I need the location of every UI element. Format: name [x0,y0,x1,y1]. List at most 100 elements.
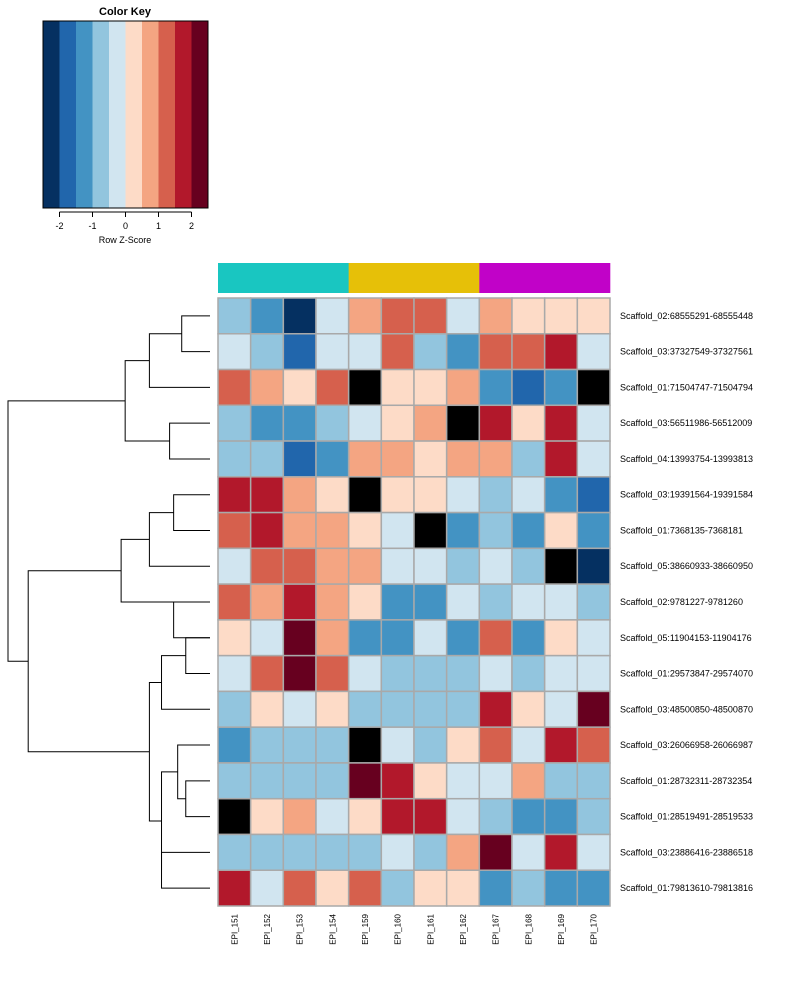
heatmap-cell [217,833,252,871]
heatmap-cell [347,404,383,442]
heatmap-cell [413,583,448,621]
row-label: Scaffold_01:7368135-7368181 [620,525,743,535]
heatmap-cell [511,833,546,871]
column-label: EPI_161 [426,913,435,944]
heatmap-cell [217,583,252,621]
heatmap-cell [282,619,317,657]
heatmap-cell [445,619,481,657]
heatmap-cell [282,869,317,907]
heatmap-cell [445,833,481,871]
heatmap-cell [315,833,350,871]
row-label: Scaffold_05:11904153-11904176 [620,633,752,643]
heatmap-cell [576,440,611,478]
heatmap-cell [576,797,611,836]
row-label: Scaffold_01:79813610-79813816 [620,883,753,893]
heatmap-cell [249,654,285,693]
heatmap-cell [413,726,448,764]
heatmap-cell [217,333,252,371]
heatmap-cell [511,797,546,836]
heatmap-cell [315,690,350,728]
heatmap-cell [413,547,448,585]
color-key-bin [175,21,192,208]
dendrogram-branch [7,400,126,662]
heatmap-cell [543,404,579,442]
row-label: Scaffold_02:68555291-68555448 [620,311,753,321]
heatmap-cell [543,797,579,836]
heatmap-cell [380,762,415,800]
dendrogram-branch [161,851,210,889]
heatmap-cell [347,797,383,836]
heatmap-cell [249,547,285,585]
heatmap-cell [445,654,481,693]
heatmap-cell [543,654,579,693]
heatmap-cell [315,404,350,442]
heatmap-cell [315,333,350,371]
heatmap-cell [445,368,481,407]
heatmap-cell [445,404,481,442]
heatmap-cell [282,833,317,871]
heatmap-cell [217,547,252,585]
heatmap-cell [249,797,285,836]
column-label: EPI_168 [524,913,533,944]
heatmap-cell [478,690,513,728]
heatmap-cell [576,583,611,621]
heatmap-cell [445,297,481,335]
heatmap-cell [315,511,350,550]
heatmap-cell [413,404,448,442]
heatmap-cell [282,511,317,550]
heatmap-cell [380,869,415,907]
color-key-bin [76,21,93,208]
heatmap-cell [511,333,546,371]
heatmap-cell [445,511,481,550]
heatmap-cell [315,762,350,800]
row-dendrogram [7,315,210,889]
dendrogram-branch [148,681,162,822]
column-group-swatch [479,263,611,293]
heatmap-cell [315,440,350,478]
heatmap-cell [217,440,252,478]
heatmap-cell [413,440,448,478]
heatmap-cell [511,440,546,478]
dendrogram-branch [161,771,178,871]
color-key-tick-label: -1 [88,221,96,231]
heatmap-cell [249,619,285,657]
color-key-bin [92,21,110,208]
heatmap-cell [249,511,285,550]
heatmap-cell [478,511,513,550]
heatmap-cell [282,404,317,442]
heatmap-cell [315,368,350,407]
heatmap-cell [315,297,350,335]
heatmap-cell [380,333,415,371]
heatmap-cell [380,297,415,335]
heatmap-cell [413,654,448,693]
heatmap-cell [576,404,611,442]
dendrogram-branch [169,422,210,460]
column-label: EPI_151 [230,913,239,944]
heatmap-cell [282,654,317,693]
heatmap-cell [543,869,579,907]
row-label: Scaffold_04:13993754-13993813 [620,454,753,464]
heatmap-cell [217,869,252,907]
heatmap-cell [478,762,513,800]
dendrogram-branch [148,333,210,388]
heatmap-cell [543,368,579,407]
heatmap-cell [478,797,513,836]
heatmap-cell [249,333,285,371]
color-key-tick-label: 1 [156,221,161,231]
column-label: EPI_169 [557,913,566,944]
color-key-tick-label: 0 [123,221,128,231]
heatmap-cell [315,726,350,764]
heatmap-cell [445,333,481,371]
heatmap-cell [217,797,252,836]
heatmap-cell [478,619,513,657]
row-label: Scaffold_03:37327549-37327561 [620,347,753,357]
heatmap-cell [315,797,350,836]
heatmap-cell [511,762,546,800]
heatmap-cell [282,762,317,800]
heatmap-cell [576,547,611,585]
column-label: EPI_170 [590,913,599,944]
heatmap-cell [445,762,481,800]
heatmap-cell [478,333,513,371]
column-label: EPI_154 [328,913,337,944]
column-group-swatch [348,263,480,293]
